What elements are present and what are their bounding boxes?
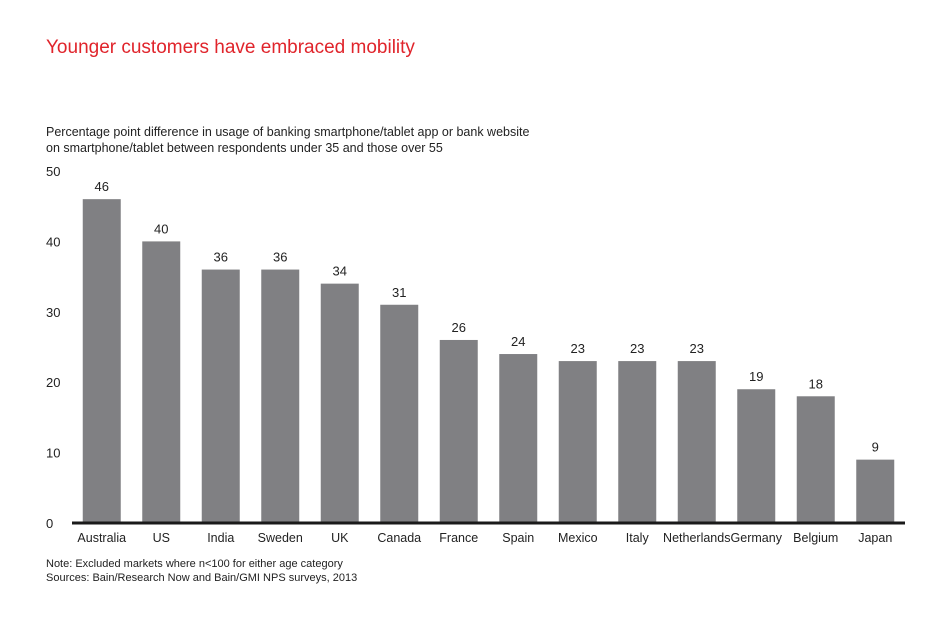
- chart-footer: Note: Excluded markets where n<100 for e…: [46, 557, 357, 585]
- x-tick-label: Germany: [731, 531, 783, 545]
- data-label: 46: [95, 179, 109, 194]
- data-label: 26: [452, 320, 466, 335]
- y-tick-label: 40: [46, 234, 60, 249]
- data-label: 9: [872, 440, 879, 455]
- x-tick-label: Canada: [377, 531, 421, 545]
- y-tick-label: 10: [46, 446, 60, 461]
- bar: [82, 199, 121, 523]
- x-tick-label: Belgium: [793, 531, 838, 545]
- bar: [677, 361, 716, 523]
- x-tick-label: US: [153, 531, 170, 545]
- sources: Sources: Bain/Research Now and Bain/GMI …: [46, 572, 358, 584]
- bar: [201, 269, 240, 523]
- x-tick-label: India: [207, 531, 234, 545]
- subtitle-line-1: Percentage point difference in usage of …: [46, 125, 530, 139]
- x-tick-label: Australia: [77, 531, 126, 545]
- bar: [142, 241, 181, 523]
- x-tick-label: Netherlands: [663, 531, 730, 545]
- y-tick-label: 30: [46, 305, 60, 320]
- bar: [796, 396, 835, 523]
- y-tick-label: 50: [46, 164, 60, 179]
- footnote: Note: Excluded markets where n<100 for e…: [46, 558, 343, 570]
- data-label: 31: [392, 285, 406, 300]
- bar: [737, 389, 776, 523]
- chart-title: Younger customers have embraced mobility: [46, 37, 415, 58]
- data-label: 34: [333, 264, 347, 279]
- data-label: 18: [809, 376, 823, 391]
- x-tick-label: Spain: [502, 531, 534, 545]
- data-label: 24: [511, 334, 525, 349]
- bar: [439, 339, 478, 523]
- y-tick-label: 20: [46, 375, 60, 390]
- x-tick-label: UK: [331, 531, 349, 545]
- data-label: 23: [690, 341, 704, 356]
- bar: [558, 361, 597, 523]
- bar: [380, 304, 419, 523]
- bar: [499, 354, 538, 523]
- x-tick-label: Sweden: [258, 531, 303, 545]
- data-label: 40: [154, 221, 168, 236]
- x-tick-label: Japan: [858, 531, 892, 545]
- y-tick-label: 0: [46, 516, 53, 531]
- x-tick-label: France: [439, 531, 478, 545]
- bar: [618, 361, 657, 523]
- bar: [261, 269, 300, 523]
- bar: [856, 459, 895, 523]
- x-tick-label: Italy: [626, 531, 650, 545]
- x-tick-label: Mexico: [558, 531, 598, 545]
- bar: [320, 283, 359, 523]
- chart-subtitle: Percentage point difference in usage of …: [46, 124, 666, 156]
- data-label: 23: [571, 341, 585, 356]
- data-label: 36: [273, 250, 287, 265]
- data-label: 19: [749, 369, 763, 384]
- subtitle-line-2: on smartphone/tablet between respondents…: [46, 141, 443, 155]
- data-label: 36: [214, 250, 228, 265]
- data-label: 23: [630, 341, 644, 356]
